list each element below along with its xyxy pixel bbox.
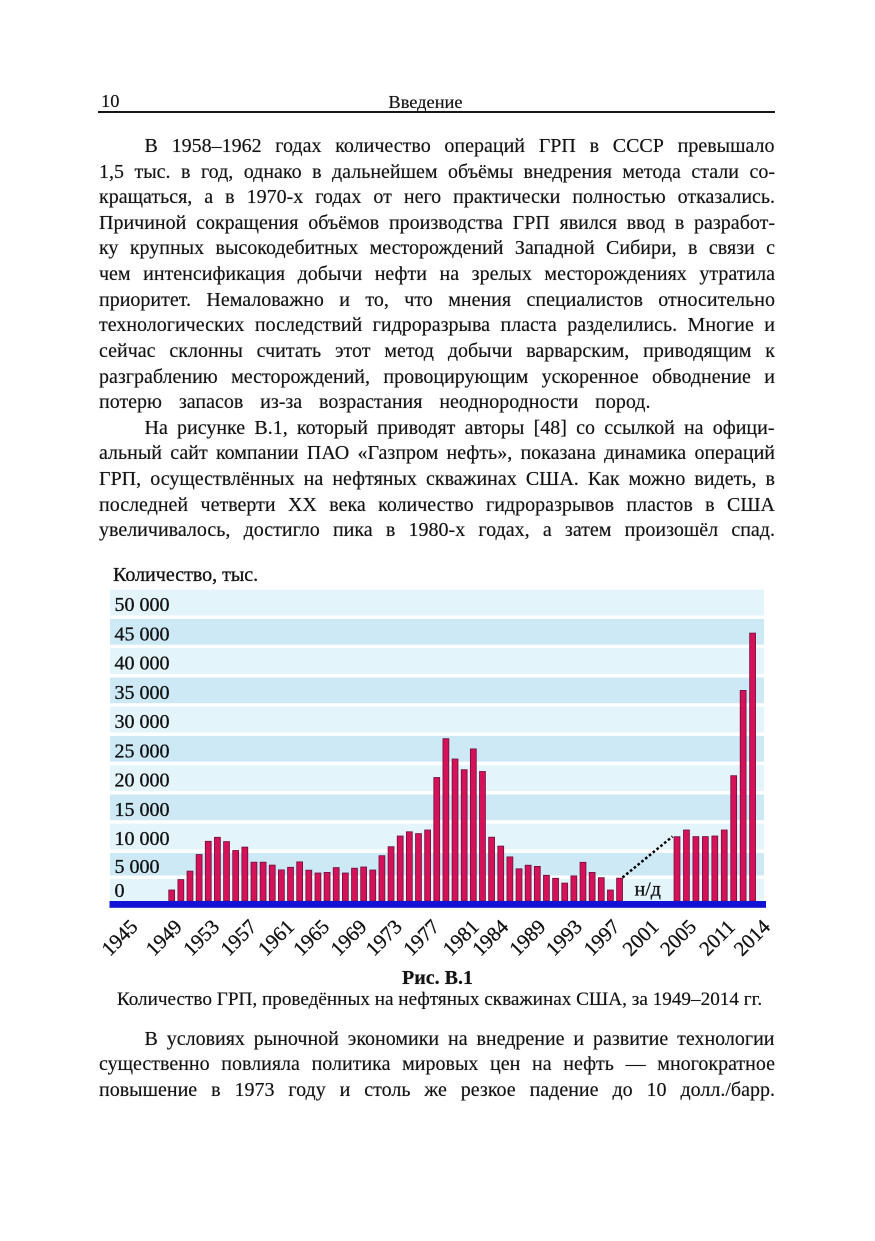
svg-text:2014: 2014 bbox=[730, 916, 775, 961]
svg-text:1957: 1957 bbox=[217, 916, 262, 961]
svg-text:0: 0 bbox=[115, 880, 125, 902]
svg-text:1984: 1984 bbox=[468, 916, 513, 961]
svg-text:1989: 1989 bbox=[506, 916, 551, 961]
svg-text:25 000: 25 000 bbox=[115, 740, 170, 762]
svg-text:15 000: 15 000 bbox=[115, 799, 170, 821]
svg-text:50 000: 50 000 bbox=[115, 594, 170, 616]
svg-text:40 000: 40 000 bbox=[115, 653, 170, 675]
svg-text:Количество, тыс.: Количество, тыс. bbox=[113, 564, 258, 586]
svg-text:1953: 1953 bbox=[179, 916, 224, 961]
svg-text:1965: 1965 bbox=[289, 916, 334, 961]
svg-text:45 000: 45 000 bbox=[115, 623, 170, 645]
svg-text:1945: 1945 bbox=[98, 916, 143, 961]
svg-text:2005: 2005 bbox=[656, 916, 701, 961]
svg-text:30 000: 30 000 bbox=[115, 711, 170, 733]
svg-text:1961: 1961 bbox=[254, 916, 299, 961]
svg-text:2001: 2001 bbox=[619, 916, 664, 961]
svg-text:1997: 1997 bbox=[580, 916, 625, 961]
svg-text:1993: 1993 bbox=[542, 916, 587, 961]
svg-text:1977: 1977 bbox=[399, 916, 444, 961]
svg-text:н/д: н/д bbox=[635, 879, 661, 901]
svg-text:10 000: 10 000 bbox=[115, 828, 170, 850]
svg-text:2011: 2011 bbox=[696, 916, 740, 960]
svg-text:5 000: 5 000 bbox=[115, 856, 160, 878]
svg-text:20 000: 20 000 bbox=[115, 770, 170, 792]
svg-text:1969: 1969 bbox=[327, 916, 372, 961]
svg-text:35 000: 35 000 bbox=[115, 682, 170, 704]
svg-text:1973: 1973 bbox=[362, 916, 407, 961]
svg-text:1949: 1949 bbox=[142, 916, 187, 961]
